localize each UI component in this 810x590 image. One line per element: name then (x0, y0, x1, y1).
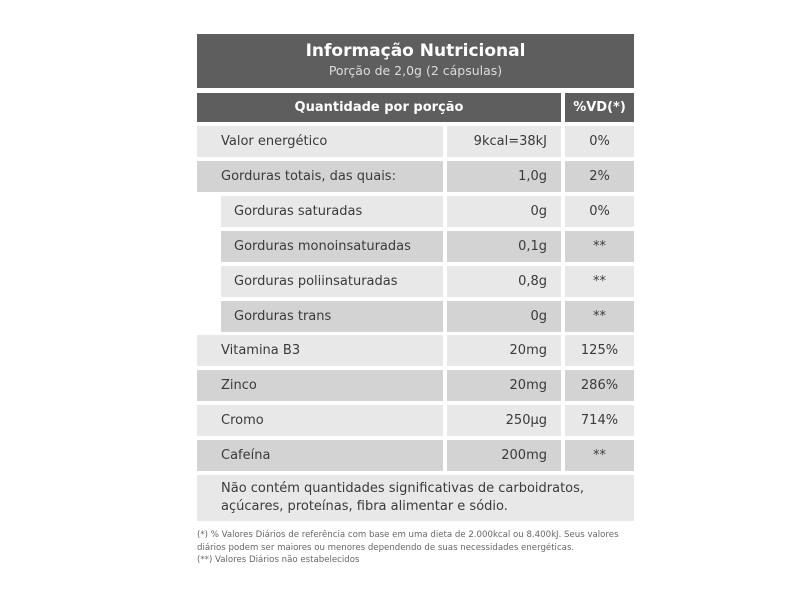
row-label: Gorduras totais, das quais: (197, 160, 443, 192)
row-label: Vitamina B3 (197, 335, 443, 367)
row-label: Gorduras poliinsaturadas (221, 265, 443, 297)
row-amount: 0,1g (447, 230, 561, 262)
row-label: Gorduras saturadas (221, 195, 443, 227)
header-quantity: Quantidade por porção (197, 93, 561, 122)
row-label: Zinco (197, 370, 443, 402)
row-label: Cafeína (197, 440, 443, 472)
row-amount: 200mg (447, 440, 561, 472)
row-amount: 250µg (447, 405, 561, 437)
row-amount: 0g (447, 300, 561, 332)
row-label: Gorduras trans (221, 300, 443, 332)
footnote: (*) % Valores Diários de referência com … (197, 530, 619, 553)
row-amount: 1,0g (447, 160, 561, 192)
row-amount: 0g (447, 195, 561, 227)
row-dv: ** (565, 230, 634, 262)
row-label: Cromo (197, 405, 443, 437)
table-title: Informação Nutricional (305, 41, 526, 61)
row-dv: ** (565, 300, 634, 332)
row-dv: 286% (565, 370, 634, 402)
row-dv: 125% (565, 335, 634, 367)
row-dv: 0% (565, 195, 634, 227)
row-dv: ** (565, 440, 634, 472)
row-amount: 0,8g (447, 265, 561, 297)
row-amount: 20mg (447, 335, 561, 367)
row-dv: 0% (565, 126, 634, 157)
table-note: Não contém quantidades significativas de… (197, 475, 634, 521)
row-dv: ** (565, 265, 634, 297)
row-dv: 2% (565, 160, 634, 192)
header-dv: %VD(*) (565, 93, 634, 122)
row-amount: 9kcal=38kJ (447, 126, 561, 157)
footnotes: (*) % Valores Diários de referência com … (197, 529, 637, 567)
row-dv: 714% (565, 405, 634, 437)
row-amount: 20mg (447, 370, 561, 402)
row-label: Valor energético (197, 126, 443, 157)
footnote: (**) Valores Diários não estabelecidos (197, 555, 360, 565)
table-title-block: Informação Nutricional Porção de 2,0g (2… (197, 34, 634, 88)
row-label: Gorduras monoinsaturadas (221, 230, 443, 262)
serving-size: Porção de 2,0g (2 cápsulas) (328, 63, 503, 78)
